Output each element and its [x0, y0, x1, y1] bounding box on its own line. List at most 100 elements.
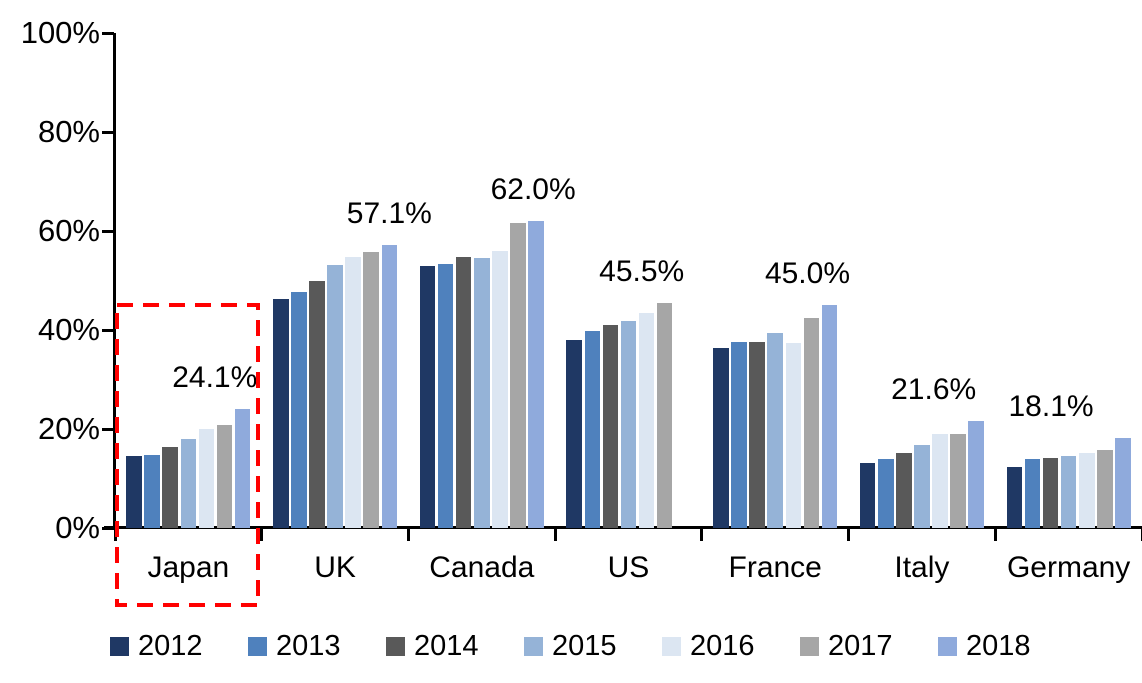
bar-2017-canada — [510, 223, 526, 528]
x-axis-tick — [1140, 528, 1142, 541]
legend-swatch-2012 — [110, 636, 129, 656]
legend-item-2015: 2015 — [524, 631, 617, 661]
legend-item-2012: 2012 — [110, 631, 203, 661]
bar-2017-italy — [950, 433, 966, 528]
category-label-italy: Italy — [894, 551, 950, 584]
data-label-canada: 62.0% — [490, 173, 576, 207]
bar-2013-japan — [144, 454, 160, 528]
x-axis-tick — [700, 528, 704, 541]
bar-2012-germany — [1006, 466, 1023, 528]
bar-2018-japan — [234, 408, 251, 528]
legend-item-2017: 2017 — [800, 631, 893, 661]
legend-label: 2013 — [276, 630, 341, 662]
category-label-us: US — [607, 551, 650, 584]
legend-swatch-2014 — [386, 636, 405, 656]
x-axis-tick — [113, 528, 117, 541]
data-label-france: 45.0% — [764, 257, 851, 291]
bar-2012-france — [713, 347, 729, 528]
bar-2014-uk — [309, 280, 325, 528]
bar-2015-uk — [327, 265, 343, 528]
x-axis-tick — [847, 528, 851, 541]
legend-swatch-2015 — [524, 636, 543, 656]
y-axis-tick-label: 60% — [37, 213, 100, 248]
y-axis-tick — [102, 130, 114, 134]
y-axis-tick — [102, 427, 114, 431]
bar-2018-uk — [381, 245, 398, 528]
bar-2012-italy — [859, 462, 876, 528]
category-label-japan: Japan — [147, 551, 230, 584]
y-axis-tick — [102, 328, 114, 332]
bar-2017-us — [656, 302, 673, 528]
y-axis-tick-label: 0% — [55, 510, 100, 545]
bar-2017-germany — [1097, 450, 1113, 528]
bar-2018-germany — [1115, 438, 1131, 528]
legend-swatch-2013 — [248, 636, 267, 656]
data-label-uk: 57.1% — [346, 197, 432, 231]
legend-label: 2015 — [552, 630, 617, 662]
bar-2016-japan — [198, 429, 215, 528]
bar-2013-italy — [877, 458, 894, 528]
bar-2016-canada — [492, 250, 508, 528]
bar-2018-canada — [528, 221, 544, 528]
bar-2017-uk — [363, 251, 380, 528]
bar-2013-canada — [437, 263, 454, 528]
bar-2017-france — [803, 318, 820, 528]
legend-swatch-2017 — [800, 636, 819, 656]
legend-item-2016: 2016 — [662, 631, 755, 661]
bar-2013-france — [731, 341, 747, 528]
bar-2013-uk — [291, 291, 307, 528]
y-axis-line — [113, 33, 116, 529]
legend-label: 2012 — [138, 630, 203, 662]
y-axis-tick — [102, 526, 114, 530]
bar-2016-germany — [1078, 452, 1095, 528]
bar-2014-france — [749, 342, 765, 528]
bar-2012-canada — [419, 266, 436, 528]
legend-item-2014: 2014 — [386, 631, 479, 661]
legend-label: 2017 — [828, 630, 893, 662]
legend-item-2018: 2018 — [938, 631, 1031, 661]
x-axis-tick — [553, 528, 557, 541]
x-axis-tick — [260, 528, 264, 541]
bar-2016-uk — [345, 257, 361, 528]
bar-2015-italy — [914, 445, 930, 528]
bar-2014-us — [602, 325, 619, 528]
category-label-canada: Canada — [429, 551, 535, 584]
y-axis-tick-label: 100% — [20, 15, 100, 50]
y-axis-tick-label: 20% — [37, 411, 100, 446]
legend-swatch-2018 — [938, 636, 957, 656]
bar-2015-germany — [1060, 455, 1077, 528]
legend-item-2013: 2013 — [248, 631, 341, 661]
bar-2016-us — [638, 313, 655, 528]
bar-2015-japan — [180, 438, 197, 528]
bar-2015-us — [620, 320, 637, 528]
bar-2018-italy — [968, 421, 985, 528]
bar-2013-us — [584, 330, 601, 528]
bar-2014-germany — [1042, 457, 1059, 528]
bar-2014-canada — [455, 256, 472, 528]
data-label-us: 45.5% — [599, 254, 685, 288]
data-label-japan: 24.1% — [172, 360, 258, 394]
x-axis-tick — [993, 528, 997, 541]
y-axis-tick — [102, 31, 114, 35]
bar-2016-france — [785, 343, 802, 528]
data-label-germany: 18.1% — [1008, 390, 1094, 424]
category-label-uk: UK — [314, 551, 356, 584]
bar-2012-japan — [126, 455, 142, 528]
bar-2013-germany — [1024, 459, 1041, 528]
bar-2012-us — [566, 339, 582, 528]
bar-2017-japan — [216, 425, 233, 528]
bar-2016-italy — [932, 434, 948, 528]
bar-2018-france — [821, 305, 838, 528]
category-label-germany: Germany — [1006, 551, 1131, 584]
y-axis-tick — [102, 229, 114, 233]
bar-2014-italy — [896, 452, 912, 528]
bar-2015-canada — [473, 258, 490, 528]
category-label-france: France — [728, 551, 822, 584]
y-axis-tick-label: 40% — [37, 312, 100, 347]
y-axis-tick-label: 80% — [37, 114, 100, 149]
legend-label: 2018 — [966, 630, 1031, 662]
bar-2012-uk — [272, 298, 289, 528]
bar-2014-japan — [162, 446, 179, 528]
x-axis-tick — [406, 528, 410, 541]
